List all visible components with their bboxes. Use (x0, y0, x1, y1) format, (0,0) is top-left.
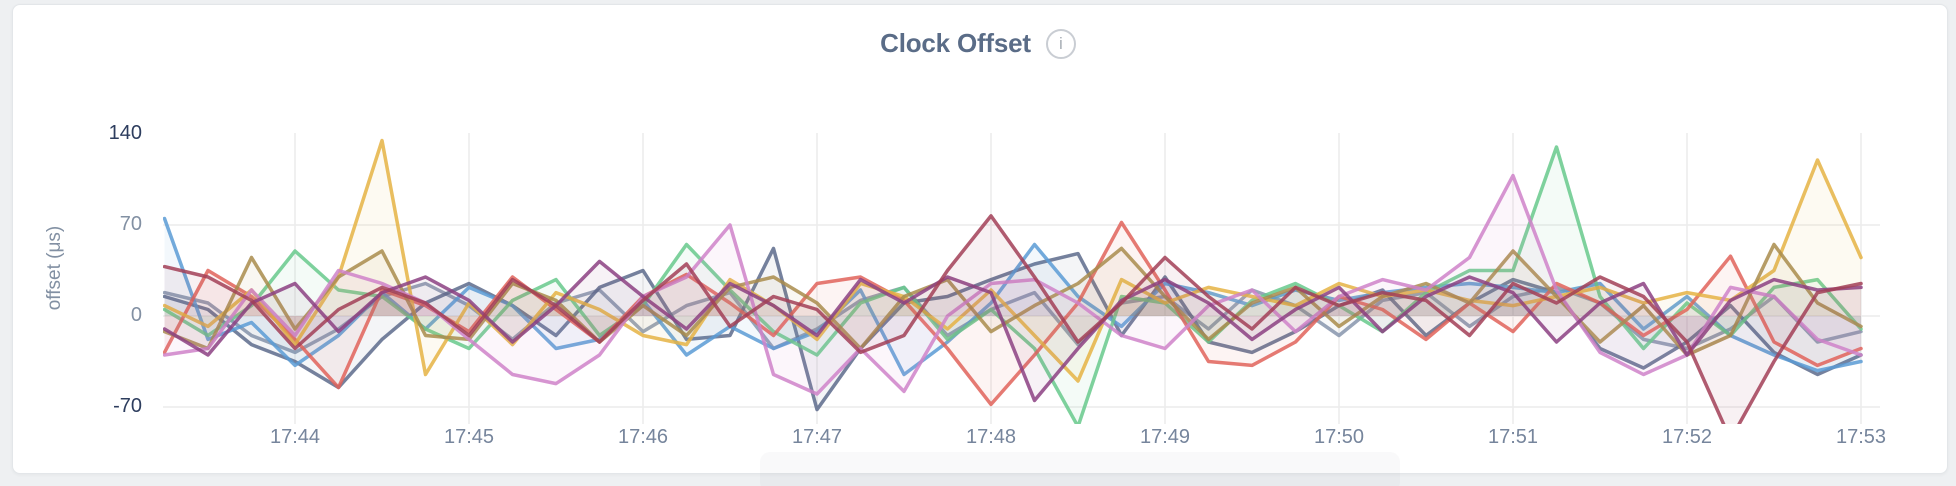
series-area-orchid (164, 175, 1861, 394)
info-icon-glyph: i (1058, 34, 1063, 53)
series-area-maroon (164, 215, 1861, 424)
legend-cutoff-overlay (760, 452, 1400, 486)
x-tick-label: 17:47 (791, 426, 843, 448)
series-line-maroon (163, 214, 1863, 424)
x-tick-label: 17:49 (1139, 426, 1191, 448)
series-line-purple (163, 259, 1863, 403)
y-tick-label: 140 (108, 122, 142, 144)
y-tick-label: 70 (119, 213, 142, 235)
info-icon[interactable]: i (1045, 28, 1076, 59)
clock-offset-card (12, 4, 1948, 474)
x-tick-label: 17:45 (443, 426, 495, 448)
x-tick-label: 17:48 (965, 426, 1017, 448)
series-area-red (164, 222, 1861, 405)
x-tick-label: 17:52 (1661, 426, 1713, 448)
x-tick-label: 17:44 (269, 426, 321, 448)
gridlines (163, 133, 1880, 424)
x-tick-label: 17:53 (1835, 426, 1887, 448)
chart-header: Clock Offset i (0, 28, 1956, 59)
y-tick-label: -70 (113, 395, 142, 417)
series-area-purple (164, 261, 1861, 401)
series-area-olive (164, 244, 1861, 355)
x-tick-label: 17:51 (1487, 426, 1539, 448)
chart-title: Clock Offset (880, 28, 1031, 58)
x-tick-label: 17:50 (1313, 426, 1365, 448)
y-tick-label: 0 (130, 304, 142, 326)
y-axis-title: offset (μs) (44, 225, 65, 311)
x-tick-label: 17:46 (617, 426, 669, 448)
